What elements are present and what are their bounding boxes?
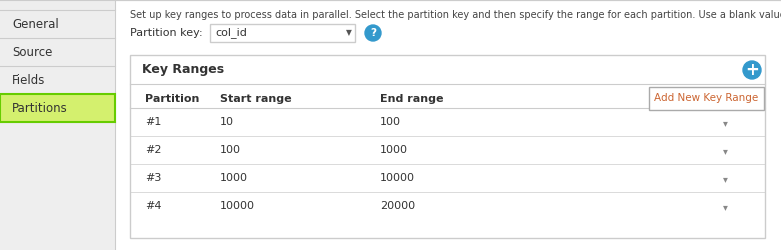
Text: 1000: 1000: [380, 145, 408, 155]
Text: ▼: ▼: [346, 28, 352, 38]
Text: Fields: Fields: [12, 74, 45, 86]
Text: 10000: 10000: [380, 173, 415, 183]
Text: 100: 100: [380, 117, 401, 127]
Text: col_id: col_id: [215, 28, 247, 38]
Text: Source: Source: [12, 46, 52, 59]
Text: #2: #2: [145, 145, 162, 155]
Text: Partitions: Partitions: [12, 102, 68, 114]
Text: Set up key ranges to process data in parallel. Select the partition key and then: Set up key ranges to process data in par…: [130, 10, 781, 20]
Text: #1: #1: [145, 117, 162, 127]
Text: 10000: 10000: [220, 201, 255, 211]
Text: Partition key:: Partition key:: [130, 28, 202, 38]
Text: +: +: [745, 61, 759, 79]
Text: ▾: ▾: [722, 174, 727, 184]
Text: #4: #4: [145, 201, 162, 211]
Text: ▾: ▾: [722, 202, 727, 212]
Text: End range: End range: [380, 94, 444, 104]
Text: ▾: ▾: [722, 146, 727, 156]
Text: 10: 10: [220, 117, 234, 127]
FancyBboxPatch shape: [130, 55, 765, 238]
FancyBboxPatch shape: [210, 24, 355, 42]
Text: 1000: 1000: [220, 173, 248, 183]
Text: #3: #3: [145, 173, 162, 183]
Text: Partition: Partition: [145, 94, 199, 104]
Text: ▾: ▾: [722, 118, 727, 128]
Circle shape: [743, 61, 761, 79]
Circle shape: [365, 25, 381, 41]
Text: Add New Key Range: Add New Key Range: [654, 93, 758, 103]
FancyBboxPatch shape: [648, 86, 764, 110]
FancyBboxPatch shape: [0, 0, 115, 250]
Text: 100: 100: [220, 145, 241, 155]
Text: Key Ranges: Key Ranges: [142, 64, 224, 76]
Text: 20000: 20000: [380, 201, 415, 211]
FancyBboxPatch shape: [0, 94, 115, 122]
Text: ?: ?: [370, 28, 376, 38]
Text: Start range: Start range: [220, 94, 291, 104]
Text: General: General: [12, 18, 59, 30]
